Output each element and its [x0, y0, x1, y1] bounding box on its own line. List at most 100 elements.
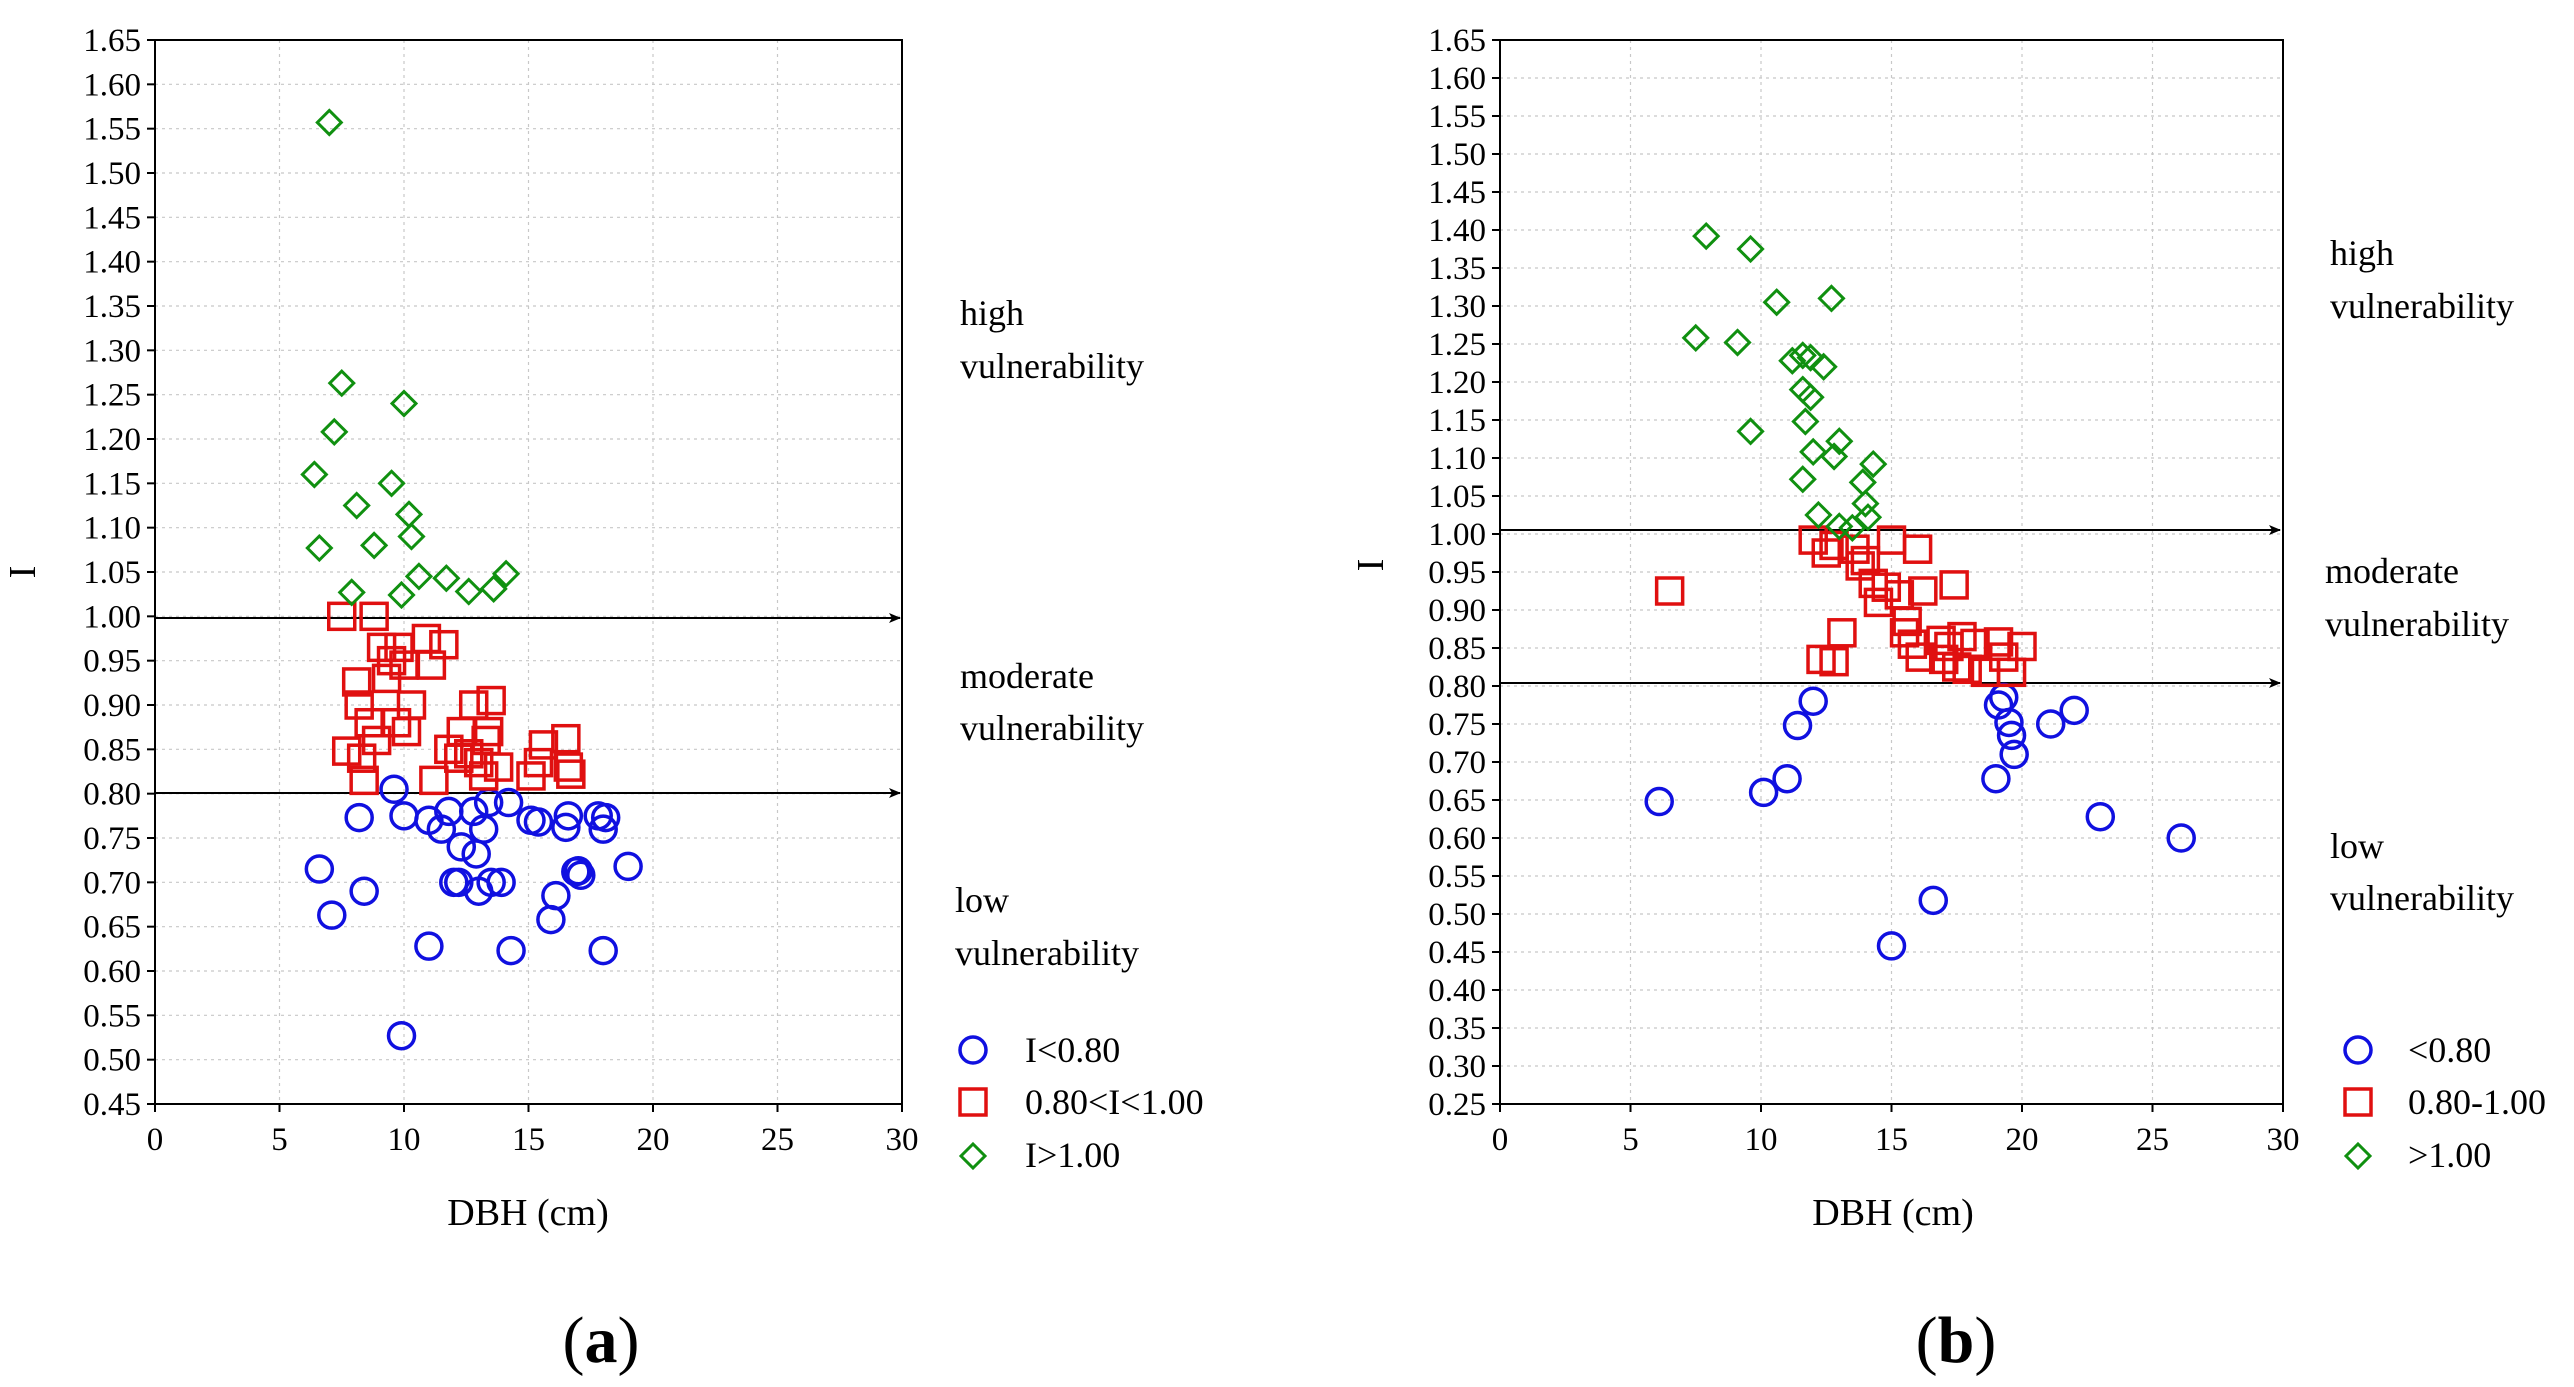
data-point-square [1905, 642, 1935, 672]
data-point-circle [553, 801, 584, 831]
y-tick-label: 0.35 [1428, 1011, 1486, 1047]
data-point-circle [523, 807, 554, 837]
data-point-square [1811, 538, 1841, 568]
data-point-square [1902, 534, 1933, 564]
data-point-diamond [342, 491, 371, 520]
data-point-square [1827, 618, 1857, 648]
data-point-circle [426, 814, 457, 844]
panel-a-zone-moderate-line1: moderate [960, 656, 1094, 696]
x-tick-label: 30 [886, 1122, 919, 1158]
data-point-diamond [1796, 383, 1825, 412]
y-tick-label: 0.25 [1428, 1087, 1486, 1123]
data-point-circle [317, 900, 347, 930]
panel-a-legend-square-marker [958, 1087, 988, 1117]
panel-a-y-ticks: 0.45 0.50 0.55 0.60 0.65 0.70 0.75 0.80 0.85 0.90… [83, 23, 155, 1123]
data-point-square [1988, 642, 2019, 672]
data-point-square [411, 623, 442, 654]
data-point-diamond [1692, 221, 1721, 251]
data-point-circle [486, 867, 516, 898]
y-tick-label: 0.45 [1428, 935, 1486, 971]
data-point-circle [536, 904, 566, 935]
data-point-square [556, 759, 586, 789]
panel-b-legend: <0.80 0.80-1.00 >1.00 [2343, 1030, 2546, 1175]
y-tick-label: 0.95 [1428, 555, 1486, 591]
x-tick-label: 10 [1745, 1122, 1778, 1158]
y-tick-label: 0.70 [83, 865, 141, 901]
y-tick-label: 0.55 [1428, 859, 1486, 895]
x-tick-label: 20 [637, 1122, 670, 1158]
y-tick-label: 1.10 [1428, 441, 1486, 477]
data-point-diamond [1817, 284, 1846, 313]
panel-b-legend-circle-marker [2343, 1035, 2373, 1065]
y-tick-label: 1.20 [83, 422, 141, 458]
y-tick-label: 0.75 [83, 821, 141, 857]
data-point-circle [1782, 710, 1813, 741]
panel-b-x-ticks: 0 5 10 15 20 25 30 [1492, 1104, 2300, 1158]
data-point-square [349, 765, 379, 796]
data-point-square [361, 725, 392, 756]
data-point-diamond [1791, 407, 1820, 436]
data-point-circle [1748, 777, 1779, 808]
panel-b-zone-low-line2: vulnerability [2330, 878, 2514, 918]
data-point-square [473, 716, 504, 747]
data-point-circle [379, 774, 409, 804]
data-point-square [331, 736, 362, 766]
y-tick-label: 1.15 [1428, 403, 1486, 439]
data-point-square [458, 690, 489, 720]
panel-a-zone-moderate-line2: vulnerability [960, 708, 1144, 748]
data-point-diamond [397, 522, 426, 551]
data-point-diamond [479, 574, 508, 603]
panel-b-label-letter: b [1938, 1304, 1975, 1377]
panel-b-legend-square-marker [2343, 1087, 2373, 1117]
y-tick-label: 0.50 [83, 1043, 141, 1079]
data-point-square [354, 707, 384, 738]
y-tick-label: 1.40 [1428, 213, 1486, 249]
data-point-circle [1999, 739, 2029, 770]
data-point-circle [414, 931, 444, 961]
data-point-circle [1918, 885, 1949, 916]
data-point-circle [1994, 707, 2024, 738]
data-point-diamond [1796, 343, 1825, 372]
panel-a-points [300, 108, 643, 1051]
data-point-diamond [1809, 352, 1838, 381]
data-point-square [1960, 628, 1990, 659]
y-tick-label: 0.90 [1428, 593, 1486, 629]
data-point-square [2007, 631, 2037, 662]
y-tick-label: 1.50 [83, 156, 141, 192]
panel-b-zone-high-line1: high [2330, 233, 2394, 273]
y-tick-label: 0.30 [1428, 1049, 1486, 1085]
y-tick-label: 0.65 [83, 910, 141, 946]
data-point-square [528, 730, 559, 760]
data-point-diamond [387, 580, 416, 610]
x-tick-label: 15 [1875, 1122, 1908, 1158]
data-point-square [341, 667, 372, 697]
data-point-circle [2035, 709, 2066, 739]
data-point-square [476, 685, 506, 716]
data-point-diamond [389, 389, 419, 418]
y-tick-label: 1.65 [1428, 23, 1486, 59]
data-point-diamond [1681, 323, 1710, 353]
data-point-diamond [1736, 234, 1765, 264]
panel-b-y-ticks: 0.250.300.350.400.450.500.550.600.650.70… [1428, 23, 1500, 1123]
y-tick-label: 1.00 [1428, 517, 1486, 553]
panel-a: 0.45 0.50 0.55 0.60 0.65 0.70 0.75 0.80 0.85 0.90… [2, 23, 1204, 1377]
panel-a-zone-low-line1: low [955, 880, 1009, 920]
y-tick-label: 0.65 [1428, 783, 1486, 819]
data-point-circle [588, 814, 618, 844]
data-point-diamond [1853, 503, 1883, 532]
y-tick-label: 1.25 [1428, 327, 1486, 363]
panel-b-x-axis-label: DBH (cm) [1812, 1192, 1973, 1234]
panel-a-legend-label-moderate: 0.80<I<1.00 [1025, 1082, 1204, 1122]
data-point-circle [613, 851, 643, 882]
y-tick-label: 1.30 [83, 333, 141, 369]
data-point-square [553, 752, 584, 782]
data-point-circle [476, 867, 506, 898]
y-tick-label: 1.45 [83, 200, 141, 236]
panel-a-grid [154, 39, 903, 1105]
data-point-circle [2059, 695, 2089, 726]
panel-b-legend-label-low: <0.80 [2408, 1030, 2491, 1070]
data-point-diamond [315, 108, 344, 137]
panel-a-y-axis-label: I [2, 566, 44, 579]
data-point-square [523, 747, 554, 778]
data-point-circle [566, 860, 596, 890]
